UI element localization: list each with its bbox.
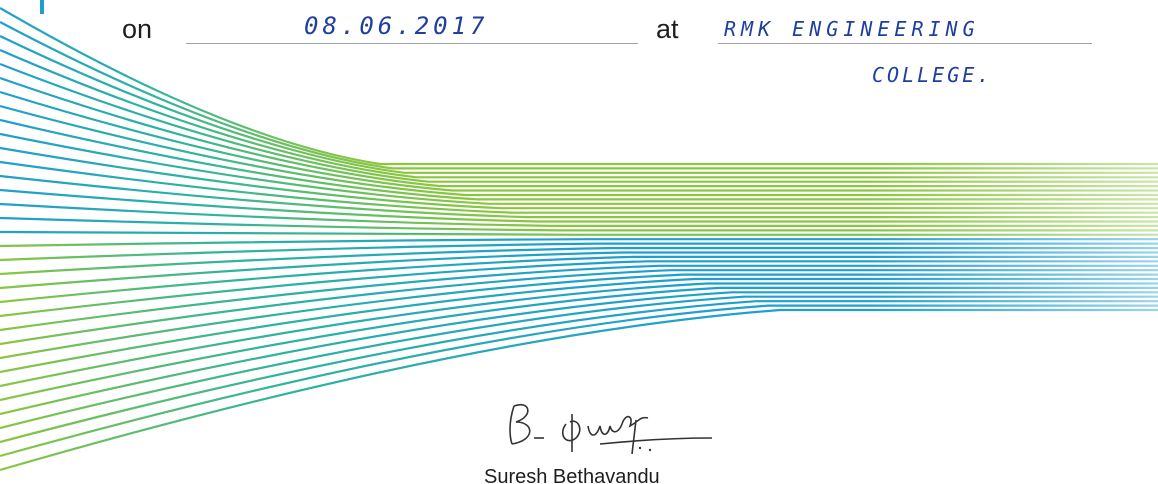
date-value: 08.06.2017 — [304, 12, 489, 40]
signatory-name: Suresh Bethavandu — [484, 466, 660, 484]
at-label: at — [656, 14, 679, 44]
date-fill-line — [186, 43, 638, 44]
place-value-line1: RMK ENGINEERING — [724, 17, 980, 41]
signature — [509, 403, 713, 455]
place-value-line2: COLLEGE. — [872, 63, 993, 87]
place-fill-line — [718, 43, 1092, 44]
on-label: on — [122, 14, 153, 44]
corner-mark — [40, 0, 44, 14]
